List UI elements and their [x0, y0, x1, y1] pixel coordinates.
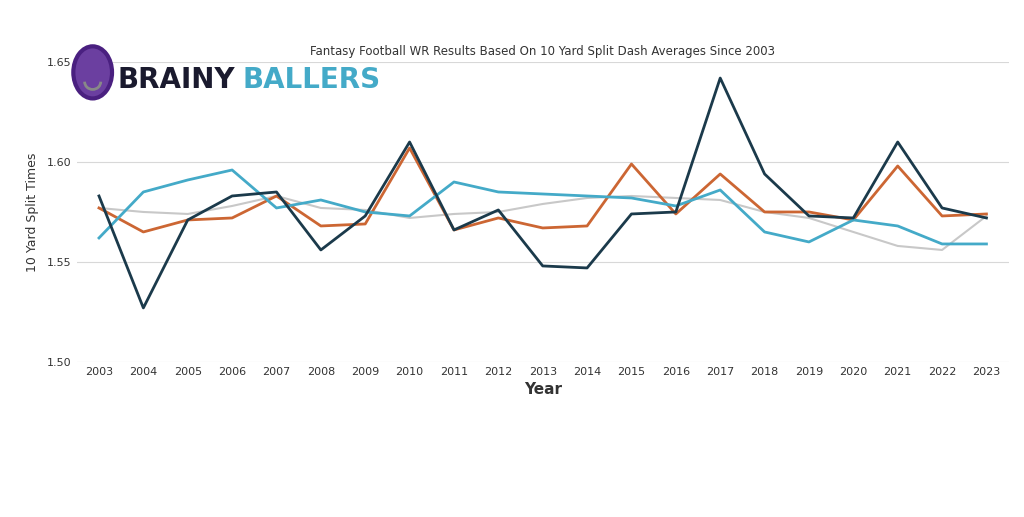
- Title: Fantasy Football WR Results Based On 10 Yard Split Dash Averages Since 2003: Fantasy Football WR Results Based On 10 …: [310, 45, 775, 58]
- Text: BALLERS: BALLERS: [243, 66, 381, 94]
- Text: BRAINY: BRAINY: [118, 66, 236, 94]
- Y-axis label: 10 Yard Split Times: 10 Yard Split Times: [26, 153, 39, 271]
- Circle shape: [74, 47, 112, 98]
- X-axis label: Year: Year: [523, 382, 562, 398]
